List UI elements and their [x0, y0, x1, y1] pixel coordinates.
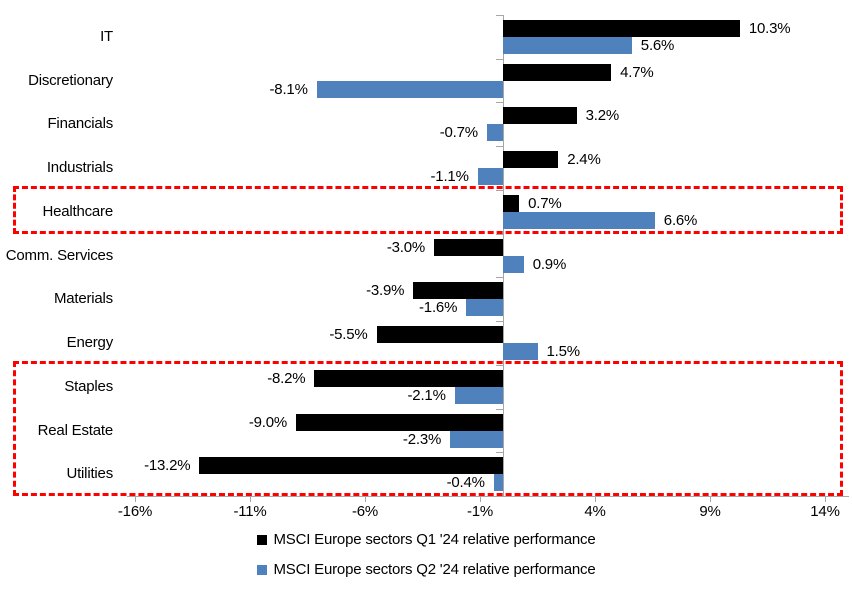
x-axis-tick — [480, 496, 481, 502]
category-tick — [496, 452, 503, 453]
bar-q1-discretionary — [503, 63, 612, 81]
category-tick — [496, 277, 503, 278]
value-label: 4.7% — [620, 63, 654, 81]
value-label: -9.0% — [248, 413, 287, 431]
bar-q1-industrials — [503, 151, 559, 169]
value-label: -0.4% — [446, 474, 485, 492]
x-axis-tick — [825, 496, 826, 502]
category-tick — [496, 365, 503, 366]
legend-item-q2: MSCI Europe sectors Q2 '24 relative perf… — [256, 561, 596, 578]
y-axis-line — [503, 15, 504, 496]
bar-q1-energy — [376, 326, 503, 344]
value-label: -5.5% — [329, 326, 368, 344]
bar-q2-industrials — [477, 168, 503, 186]
bar-q1-staples — [314, 369, 503, 387]
category-label: Financials — [47, 115, 113, 133]
category-label: Utilities — [66, 465, 113, 483]
value-label: 1.5% — [546, 343, 581, 361]
x-tick-label: 14% — [810, 503, 840, 520]
category-tick — [496, 321, 503, 322]
category-tick — [496, 409, 503, 410]
bar-q2-financials — [486, 124, 503, 142]
bar-q2-staples — [454, 386, 503, 404]
bar-q1-healthcare — [503, 194, 520, 212]
legend: MSCI Europe sectors Q1 '24 relative perf… — [0, 531, 852, 578]
q2-series-swatch — [256, 564, 267, 575]
x-axis-line — [127, 496, 849, 497]
category-label: Comm. Services — [5, 246, 113, 264]
category-label: Staples — [64, 377, 113, 395]
highlight-box-2 — [13, 361, 843, 496]
value-label: 3.2% — [585, 107, 620, 125]
bar-q2-comm-services — [503, 255, 524, 273]
x-axis-tick — [710, 496, 711, 502]
x-tick-label: 9% — [699, 503, 721, 520]
bar-q2-utilities — [493, 474, 503, 492]
value-label: 10.3% — [748, 20, 791, 37]
value-label: -2.1% — [407, 386, 446, 404]
bar-q1-utilities — [199, 457, 503, 475]
highlight-box-1 — [13, 186, 843, 234]
x-tick-label: 4% — [584, 503, 606, 520]
value-label: -0.7% — [439, 124, 478, 142]
category-label: IT — [100, 28, 113, 45]
value-label: -2.3% — [402, 430, 442, 448]
category-label: Real Estate — [37, 421, 114, 439]
bar-q2-healthcare — [503, 211, 655, 229]
value-label: -8.2% — [267, 369, 306, 387]
category-tick — [496, 496, 503, 497]
category-tick — [496, 59, 503, 60]
legend-label-q2: MSCI Europe sectors Q2 '24 relative perf… — [273, 561, 596, 578]
value-label: -13.2% — [144, 457, 191, 475]
bar-q2-discretionary — [316, 80, 503, 98]
category-label: Healthcare — [42, 202, 113, 220]
x-tick-label: -1% — [466, 503, 494, 520]
category-tick — [496, 190, 503, 191]
x-axis-tick — [250, 496, 251, 502]
value-label: 5.6% — [640, 37, 675, 54]
bar-q1-real-estate — [296, 413, 503, 431]
bar-q1-financials — [503, 107, 577, 125]
q1-series-swatch — [256, 534, 267, 545]
category-label: Materials — [53, 290, 113, 308]
value-label: -3.0% — [386, 238, 425, 256]
value-label: 2.4% — [567, 151, 601, 169]
legend-label-q1: MSCI Europe sectors Q1 '24 relative perf… — [273, 531, 596, 548]
value-label: 0.7% — [528, 194, 562, 212]
category-tick — [496, 15, 503, 16]
x-axis-tick — [365, 496, 366, 502]
bar-q1-it — [503, 20, 740, 37]
x-axis-tick — [595, 496, 596, 502]
value-label: -3.9% — [366, 282, 405, 300]
category-label: Energy — [66, 334, 114, 352]
value-label: -1.6% — [419, 299, 458, 317]
bar-q2-energy — [503, 343, 538, 361]
legend-item-q1: MSCI Europe sectors Q1 '24 relative perf… — [256, 531, 596, 548]
bar-q1-materials — [413, 282, 503, 300]
category-tick — [496, 234, 503, 235]
category-tick — [496, 102, 503, 103]
value-label: 0.9% — [532, 255, 567, 273]
x-tick-label: -6% — [351, 503, 379, 520]
bar-q2-real-estate — [450, 430, 503, 448]
value-label: 6.6% — [663, 211, 698, 229]
bar-q1-comm-services — [434, 238, 503, 256]
x-tick-label: -11% — [233, 503, 267, 520]
value-label: -1.1% — [430, 168, 469, 186]
category-label: Discretionary — [28, 71, 113, 89]
bar-q2-it — [503, 37, 632, 54]
x-axis-tick — [135, 496, 136, 502]
category-tick — [496, 146, 503, 147]
x-tick-label: -16% — [117, 503, 153, 520]
value-label: -8.1% — [269, 80, 308, 98]
category-label: Industrials — [46, 159, 113, 177]
bar-q2-materials — [466, 299, 503, 317]
